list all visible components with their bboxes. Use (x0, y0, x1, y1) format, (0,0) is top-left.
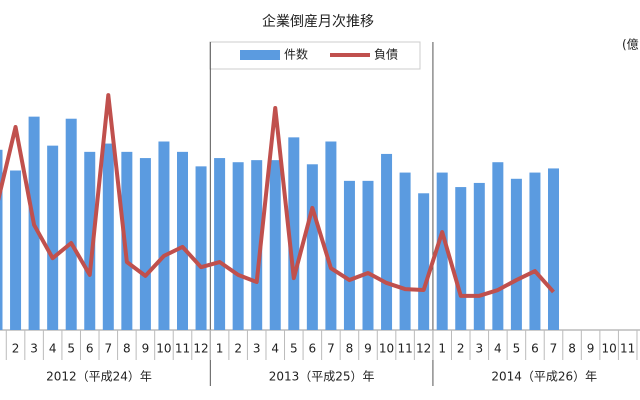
x-tick-label: 4 (271, 342, 279, 356)
x-tick-label: 10 (379, 342, 394, 356)
bar (10, 170, 22, 330)
x-tick-label: 4 (494, 342, 502, 356)
bar (362, 180, 374, 330)
x-tick-label: 7 (550, 342, 558, 356)
x-tick-label: 7 (104, 342, 112, 356)
bar (177, 151, 188, 330)
x-tick-label: 12 (193, 342, 208, 356)
bar (492, 162, 504, 330)
legend-label: 負債 (374, 47, 398, 62)
x-tick-label: 4 (49, 342, 57, 356)
x-tick-label: 3 (475, 342, 483, 356)
bar (510, 178, 522, 330)
bar (473, 182, 485, 330)
bar (529, 172, 541, 330)
bar (84, 151, 96, 330)
bar (269, 160, 281, 330)
x-tick-label: 2 (457, 342, 465, 356)
x-tick-label: 8 (346, 342, 354, 356)
x-tick-label: 11 (397, 342, 412, 356)
x-tick-label: 6 (86, 342, 94, 356)
legend-label: 件数 (284, 47, 308, 62)
x-tick-label: 2 (234, 342, 242, 356)
group-label: 2014（平成26）年 (491, 370, 597, 384)
bar (306, 164, 318, 330)
x-tick-label: 9 (364, 342, 372, 356)
x-tick-label: 2 (12, 342, 20, 356)
y2-axis-label: (億 (622, 38, 639, 52)
line-series (0, 93, 555, 298)
bar (139, 158, 151, 330)
bar (399, 172, 411, 330)
bar (121, 151, 133, 330)
bar (47, 145, 59, 330)
x-tick-label: 1 (216, 342, 224, 356)
x-tick-label: 11 (620, 342, 635, 356)
x-tick-label: 1 (438, 342, 446, 356)
x-tick-label: 10 (602, 342, 617, 356)
bar (288, 137, 300, 330)
x-tick-label: 8 (123, 342, 131, 356)
x-tick-label: 5 (67, 342, 75, 356)
bar (65, 118, 77, 330)
bar (251, 160, 263, 330)
bar (214, 158, 226, 330)
x-tick-label: 3 (30, 342, 38, 356)
x-tick-label: 6 (531, 342, 539, 356)
bar (436, 172, 448, 330)
x-tick-label: 11 (175, 342, 190, 356)
x-tick-label: 7 (327, 342, 335, 356)
bar (343, 180, 355, 330)
bar (102, 143, 114, 330)
bar (158, 141, 170, 330)
group-label: 2013（平成25）年 (269, 370, 375, 384)
x-tick-label: 5 (290, 342, 298, 356)
bar (232, 162, 244, 330)
x-tick-label: 1 (0, 342, 1, 356)
bar (548, 168, 559, 330)
legend-swatch (240, 50, 280, 60)
x-tick-label: 9 (142, 342, 150, 356)
bar (195, 166, 207, 330)
x-tick-label: 6 (309, 342, 317, 356)
x-tick-label: 9 (587, 342, 595, 356)
bar (455, 187, 467, 330)
bar (325, 141, 337, 330)
bar (418, 193, 430, 330)
x-tick-label: 12 (416, 342, 431, 356)
x-tick-label: 10 (156, 342, 171, 356)
x-tick-label: 8 (568, 342, 576, 356)
x-tick-label: 5 (513, 342, 521, 356)
group-label: 2012（平成24）年 (46, 370, 152, 384)
bar (0, 149, 3, 330)
chart-title: 企業倒産月次推移 (262, 13, 374, 30)
bar (381, 153, 393, 330)
x-tick-label: 3 (253, 342, 261, 356)
